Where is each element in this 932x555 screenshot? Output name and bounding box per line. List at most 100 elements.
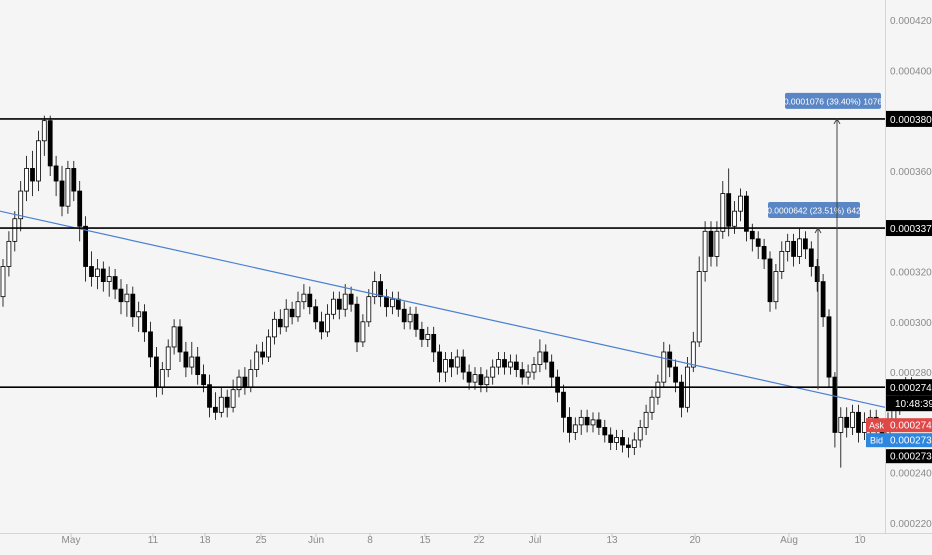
candle-body-down xyxy=(708,230,714,257)
candle-body-down xyxy=(673,366,678,383)
candle-body-up xyxy=(254,351,260,370)
candle-body-down xyxy=(820,281,826,318)
candle-body-up xyxy=(301,293,307,303)
price-tick-label: 0.0002200 xyxy=(890,519,932,530)
candle-body-up xyxy=(106,276,112,282)
candle-body-up xyxy=(165,346,171,370)
candle-body-up xyxy=(330,298,336,315)
candle-body-up xyxy=(531,364,537,373)
candle-body-down xyxy=(437,351,443,373)
candle-body-up xyxy=(248,369,254,388)
candle-body-down xyxy=(431,333,437,353)
time-tick-label: Jul xyxy=(529,535,542,546)
candle-body-down xyxy=(395,298,401,310)
candle-body-up xyxy=(189,356,195,368)
candle-body-down xyxy=(348,293,354,305)
bid-badge xyxy=(866,433,886,448)
candle-body-down xyxy=(749,230,755,240)
candle-body-up xyxy=(271,318,277,338)
time-tick-label: Aug xyxy=(780,535,798,546)
countdown-tag xyxy=(886,395,932,412)
candle-body-down xyxy=(289,308,295,318)
candle-body-up xyxy=(366,296,372,323)
candle-body-down xyxy=(89,266,94,277)
candle-body-down xyxy=(460,356,466,373)
candle-body-down xyxy=(313,306,319,323)
candle-body-up xyxy=(484,376,490,386)
candle-body-up xyxy=(738,195,743,212)
candle-body-down xyxy=(319,321,325,333)
time-tick-label: 22 xyxy=(473,535,485,546)
last-price-tag xyxy=(886,449,932,464)
candle-body-up xyxy=(838,416,844,433)
candle-body-up xyxy=(785,240,791,252)
time-tick-label: 11 xyxy=(148,535,159,546)
time-axis[interactable]: May 11 18 25 Jun 8 15 22 Jul 13 20 Aug 10 xyxy=(62,533,866,546)
measurement-arrow-head xyxy=(833,117,841,125)
descending-trendline[interactable] xyxy=(0,210,886,408)
candle-body-down xyxy=(336,298,342,310)
last-price-label: 0.0002731 xyxy=(890,452,932,463)
candle-body-up xyxy=(136,311,142,318)
candle-body-up xyxy=(41,120,47,142)
time-tick-label: May xyxy=(62,535,81,546)
candle-body-up xyxy=(236,376,242,391)
candle-body-up xyxy=(714,230,720,257)
ask-label: Ask xyxy=(869,421,885,431)
candle-body-down xyxy=(201,374,207,386)
candle-body-up xyxy=(661,351,667,383)
level-price-tag xyxy=(886,220,932,237)
candle-body-down xyxy=(59,180,65,207)
time-tick-label: 25 xyxy=(255,535,267,546)
candle-body-down xyxy=(567,416,572,433)
candle-body-down xyxy=(626,444,631,448)
bid-price-tag xyxy=(886,433,932,448)
candle-body-down xyxy=(513,361,519,370)
candle-body-up xyxy=(425,333,431,340)
candle-body-down xyxy=(856,411,861,433)
candle-body-up xyxy=(590,419,596,426)
candle-body-up xyxy=(36,140,41,182)
candle-body-down xyxy=(47,120,53,167)
countdown-label: 10:48:39 xyxy=(895,399,932,410)
candle-body-up xyxy=(407,313,413,323)
candle-body-down xyxy=(384,296,389,308)
candle-body-down xyxy=(608,434,614,443)
candle-body-down xyxy=(561,391,566,418)
candle-body-down xyxy=(148,331,153,358)
candle-body-down xyxy=(177,326,183,353)
candle-body-down xyxy=(755,238,761,247)
candle-body-down xyxy=(744,195,749,232)
candle-body-up xyxy=(6,240,12,267)
candle-body-up xyxy=(360,321,366,343)
candle-body-up xyxy=(655,381,661,398)
candle-body-down xyxy=(183,351,189,368)
candle-series xyxy=(0,115,914,468)
candle-body-down xyxy=(726,193,732,227)
candle-body-up xyxy=(389,298,395,308)
candle-body-down xyxy=(142,311,148,333)
candle-body-down xyxy=(195,356,201,376)
candle-body-down xyxy=(413,313,419,330)
candle-body-up xyxy=(171,326,177,348)
candle-body-up xyxy=(342,293,348,310)
candle-body-up xyxy=(850,411,855,428)
candle-body-up xyxy=(295,301,301,318)
candle-body-up xyxy=(649,396,655,413)
measurement-arrow-head xyxy=(814,227,822,234)
candle-body-up xyxy=(797,238,802,257)
candle-body-up xyxy=(266,336,271,358)
candle-body-up xyxy=(525,371,531,378)
measurement-tools: 0.0000642 (23.51%) 642 0.0001076 (39.40%)… xyxy=(767,92,882,390)
